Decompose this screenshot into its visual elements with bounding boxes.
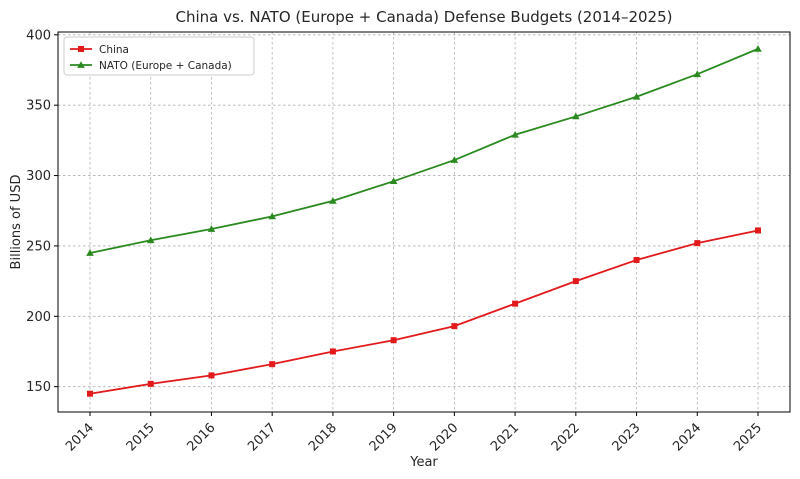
data-point bbox=[329, 348, 336, 355]
legend-label: China bbox=[99, 44, 129, 56]
x-tick-label: 2015 bbox=[124, 420, 158, 454]
legend: China NATO (Europe + Canada) bbox=[63, 36, 255, 76]
data-point bbox=[329, 197, 337, 204]
data-point bbox=[87, 390, 93, 397]
x-tick-label: 2021 bbox=[488, 420, 522, 454]
data-point bbox=[693, 70, 702, 78]
x-tick-label: 2019 bbox=[367, 420, 401, 454]
legend-box bbox=[63, 36, 255, 76]
x-tick-label: 2024 bbox=[670, 420, 704, 454]
data-point bbox=[269, 361, 276, 368]
y-tick-label: 300 bbox=[26, 169, 51, 184]
data-point bbox=[450, 156, 459, 163]
data-point bbox=[512, 300, 519, 307]
data-point bbox=[572, 112, 580, 120]
axes-layer: 150 200 250 300 350 400 2014 2015 2016 2017 2018 20… bbox=[26, 28, 791, 454]
y-tick-label: 150 bbox=[26, 380, 51, 395]
x-tick-label: 2018 bbox=[306, 420, 340, 454]
y-axis-label: Billions of USD bbox=[9, 175, 24, 270]
data-point bbox=[207, 225, 216, 232]
data-point bbox=[694, 240, 701, 247]
data-point bbox=[755, 227, 761, 234]
x-axis-label: Year bbox=[409, 455, 438, 470]
data-point bbox=[389, 177, 398, 185]
data-point bbox=[86, 249, 94, 256]
x-tick-label: 2017 bbox=[245, 420, 279, 454]
series-nato bbox=[86, 45, 762, 256]
x-tick-label: 2014 bbox=[63, 420, 97, 454]
legend-marker bbox=[78, 46, 84, 52]
chart-title: China vs. NATO (Europe + Canada) Defense… bbox=[176, 8, 673, 26]
data-point bbox=[390, 337, 397, 344]
data-point bbox=[208, 372, 215, 379]
series-china bbox=[87, 227, 761, 397]
series-layer bbox=[86, 45, 762, 397]
data-point bbox=[511, 130, 519, 138]
data-point bbox=[632, 92, 641, 100]
x-tick-label: 2020 bbox=[427, 420, 461, 454]
data-point bbox=[147, 380, 154, 387]
x-tick-label: 2016 bbox=[184, 420, 218, 454]
x-tick-label: 2023 bbox=[610, 420, 644, 454]
grid-layer bbox=[58, 32, 790, 412]
data-point bbox=[146, 236, 155, 244]
plot-frame bbox=[57, 31, 791, 413]
y-tick-label: 250 bbox=[26, 239, 51, 254]
data-point bbox=[572, 278, 579, 285]
x-tick-label: 2022 bbox=[549, 420, 583, 454]
series-line bbox=[89, 229, 759, 395]
series-line bbox=[89, 48, 759, 254]
y-tick-label: 200 bbox=[26, 310, 51, 325]
data-point bbox=[451, 323, 458, 330]
y-tick-label: 350 bbox=[26, 99, 51, 114]
y-tick-label: 400 bbox=[26, 28, 51, 43]
data-point bbox=[268, 212, 276, 220]
legend-marker bbox=[77, 61, 85, 68]
data-point bbox=[754, 45, 762, 52]
legend-label: NATO (Europe + Canada) bbox=[99, 60, 232, 72]
data-point bbox=[633, 257, 640, 263]
x-tick-label: 2025 bbox=[731, 420, 765, 454]
